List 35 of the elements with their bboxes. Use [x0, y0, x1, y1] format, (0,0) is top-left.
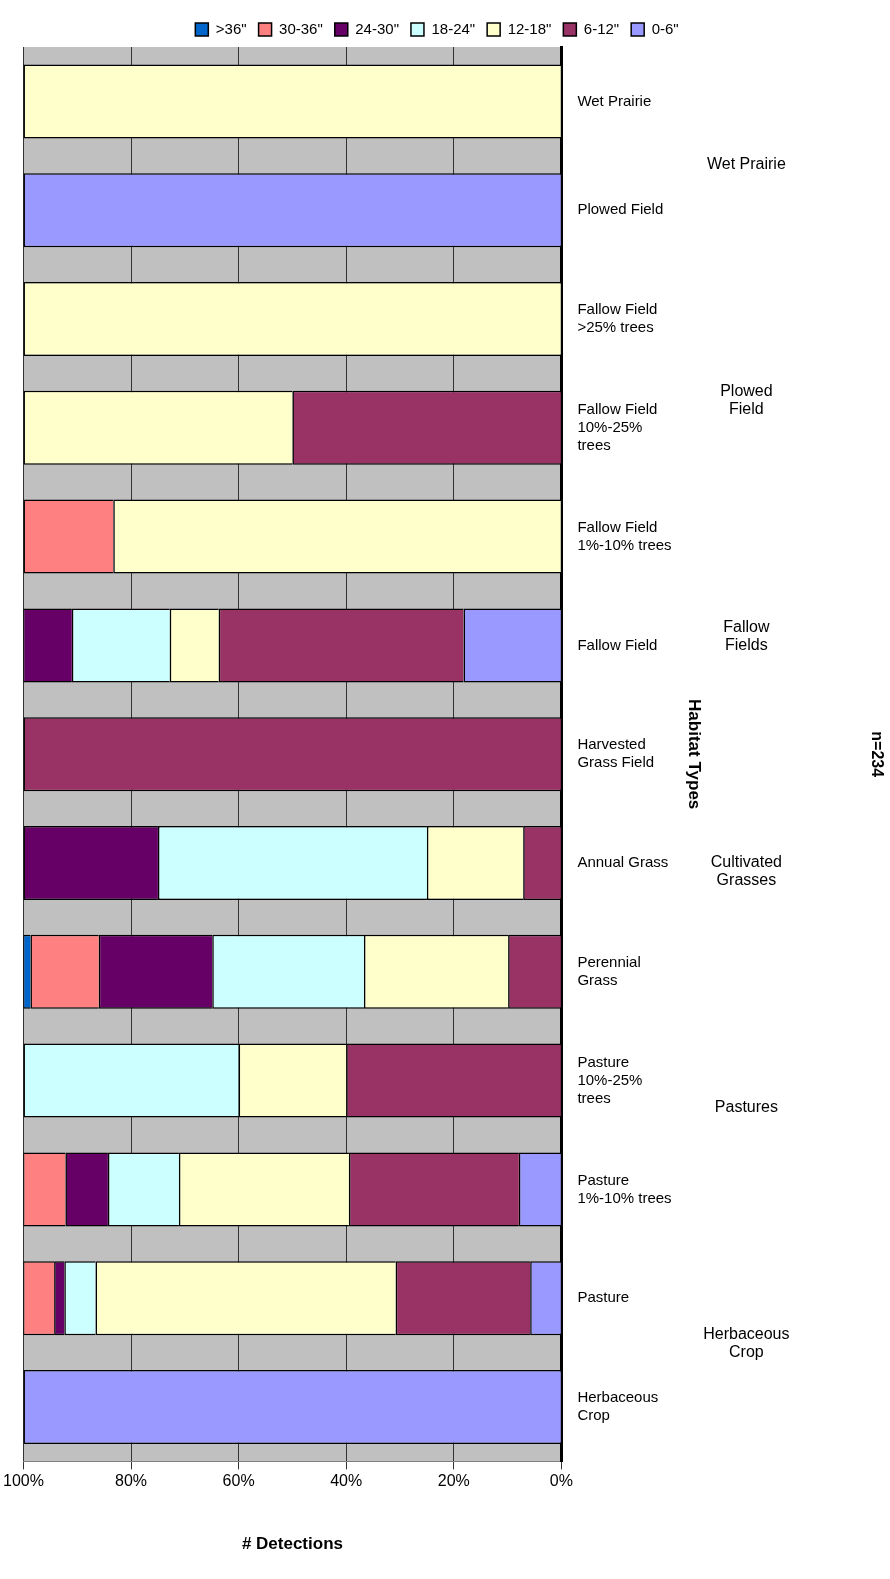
x-tick-label: 100% [3, 1472, 44, 1490]
y-tick-label: Perennial Grass [577, 952, 641, 988]
x-tick-label: 40% [330, 1472, 363, 1490]
text: Pastures [714, 1098, 778, 1116]
y-axis-title: Habitat Types [685, 699, 705, 810]
text: Herbaceous Crop [703, 1324, 790, 1360]
y-tick-label: Pasture 10%-25% trees [577, 1052, 643, 1106]
text: Fallow Fields [723, 617, 770, 653]
legend-label: 12-18" [507, 19, 552, 37]
x-tick-label: 0% [549, 1472, 573, 1490]
y-tick-label: Fallow Field [577, 635, 658, 653]
x-axis-title: # Detections [241, 1534, 343, 1554]
y-tick-label: Plowed Field [577, 200, 664, 218]
y-tick-label: Wet Prairie [577, 91, 652, 109]
legend-label: >36" [215, 19, 247, 37]
y-tick-label: Fallow Field 10%-25% trees [577, 399, 658, 453]
text: Plowed Field [720, 382, 773, 418]
x-tick-label: 20% [437, 1472, 470, 1490]
x-tick-label: 60% [222, 1472, 255, 1490]
x-tick-label: 80% [115, 1472, 148, 1490]
y-tick-label: Fallow Field 1%-10% trees [577, 517, 672, 553]
y-tick-label: Pasture [577, 1288, 630, 1306]
text: Wet Prairie [706, 155, 786, 173]
y-tick-label: Herbaceous Crop [577, 1388, 659, 1424]
y-tick-label: Fallow Field >25% trees [577, 300, 658, 336]
y-tick-label: Annual Grass [577, 853, 669, 871]
y-tick-label: Harvested Grass Field [577, 735, 655, 771]
text: Cultivated Grasses [710, 853, 782, 889]
legend-label: 6-12" [583, 19, 620, 37]
y-tick-label: Pasture 1%-10% trees [577, 1170, 672, 1206]
legend-label: 24-30" [355, 19, 399, 37]
legend-label: 0-6" [651, 19, 679, 37]
text: n=234 [868, 731, 886, 778]
legend-label: 18-24" [431, 19, 476, 37]
legend-label: 30-36" [279, 19, 323, 37]
